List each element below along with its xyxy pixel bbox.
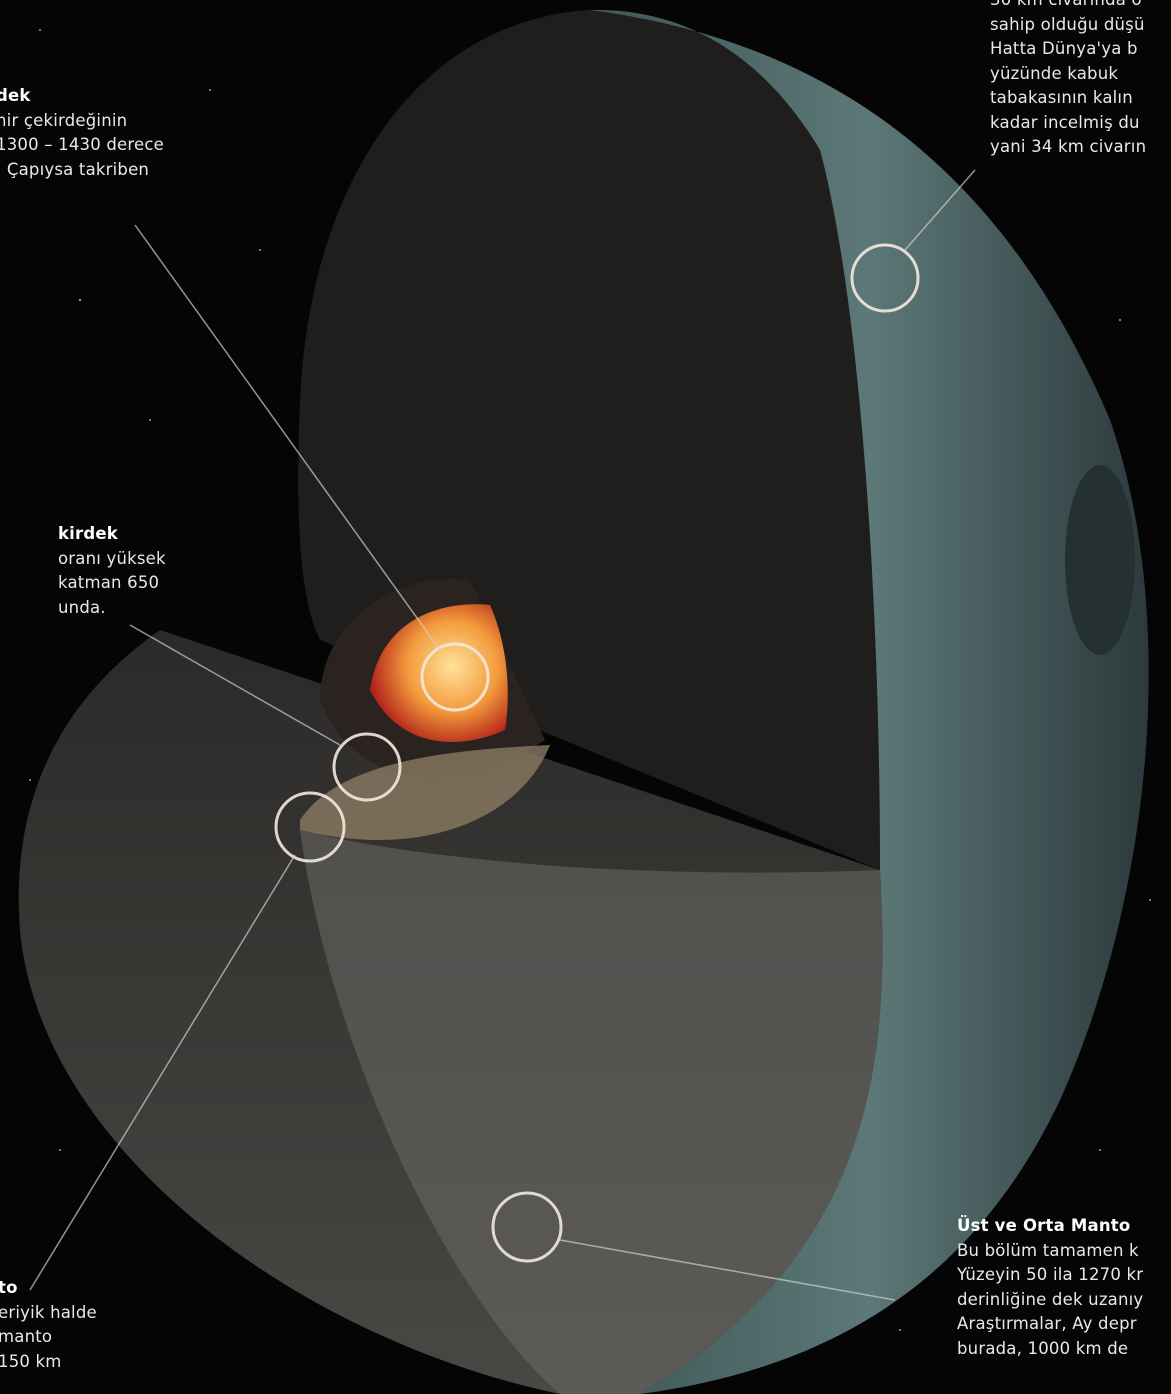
label-title: kirdek [58, 524, 118, 543]
label-line: burada, 1000 km de [957, 1338, 1129, 1358]
label-line: yani 34 km civarın [990, 137, 1147, 156]
label-line: hir çekirdeğinin [0, 110, 128, 130]
label-line: Araştırmalar, Ay depr [957, 1314, 1137, 1333]
label-upper-mantle: Üst ve Orta Manto Bu bölüm tamamen k Yüzey… [957, 1214, 1143, 1361]
label-line: sahip olduğu düşü [990, 14, 1145, 34]
label-lower-mantle: to eriyik halde manto 150 km [0, 1276, 97, 1374]
label-line: eriyik halde [0, 1302, 97, 1322]
label-line: Hatta Dünya'ya b [990, 39, 1138, 58]
label-line: . Çapıysa takriben [0, 159, 150, 179]
label-outer-core: kirdek oranı yüksek katman 650 unda. [58, 522, 166, 620]
label-line: yüzünde kabuk [990, 63, 1119, 83]
stars [29, 29, 1151, 1331]
label-title: Üst ve Orta Manto [957, 1216, 1131, 1235]
label-line: unda. [58, 597, 106, 617]
label-crust: 30 km civarında osahip olduğu düşü Hatta … [990, 0, 1146, 160]
label-line: Yüzeyin 50 ila 1270 kr [957, 1265, 1144, 1284]
label-title: dek [0, 86, 31, 105]
label-line: Bu bölüm tamamen k [957, 1240, 1139, 1260]
label-line: kadar incelmiş du [990, 112, 1140, 132]
moon-lower-mantle [300, 830, 883, 1394]
label-line: 1300 – 1430 derece [0, 135, 164, 154]
moon-crust-surface [590, 9, 1149, 1394]
label-line: tabakasının kalın [990, 88, 1133, 107]
label-title: to [0, 1278, 18, 1297]
core-cutaway [300, 578, 550, 841]
label-inner-core: dek hir çekirdeğinin 1300 – 1430 derece . Ç… [0, 84, 164, 182]
label-line: 30 km civarında o [990, 0, 1146, 13]
label-line: 150 km [0, 1351, 62, 1371]
label-line: derinliğine dek uzanıy [957, 1289, 1144, 1309]
label-line: oranı yüksek [58, 548, 166, 568]
leader-lines [29, 169, 976, 1301]
label-line: katman 650 [58, 573, 160, 592]
label-line: manto [0, 1327, 53, 1346]
callout-rings [274, 243, 920, 1263]
crater [1065, 465, 1135, 655]
